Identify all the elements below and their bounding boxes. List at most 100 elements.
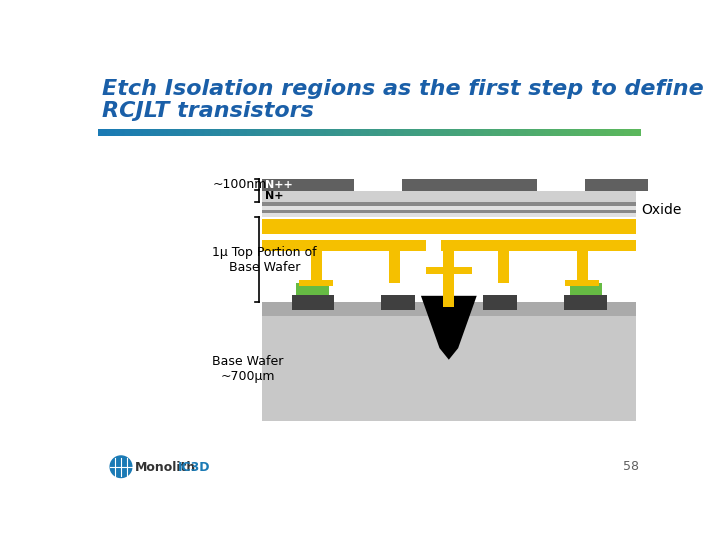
Bar [400, 130, 402, 136]
Bar [372, 130, 374, 136]
Bar [264, 130, 266, 136]
Bar [194, 130, 196, 136]
Bar [395, 130, 397, 136]
Bar [438, 130, 440, 136]
Bar [565, 280, 599, 286]
Bar [341, 130, 342, 136]
Bar [528, 130, 529, 136]
Bar [453, 130, 455, 136]
Bar [578, 130, 580, 136]
Bar [213, 130, 215, 136]
Bar [380, 130, 382, 136]
Bar [498, 130, 500, 136]
Bar [508, 130, 509, 136]
Bar [357, 130, 359, 136]
Bar [439, 130, 441, 136]
Bar [566, 130, 567, 136]
Bar [225, 130, 227, 136]
Bar [183, 130, 185, 136]
Bar [636, 130, 638, 136]
Bar [457, 130, 459, 136]
Bar [362, 130, 364, 136]
Bar [606, 130, 608, 136]
Bar [474, 130, 475, 136]
Text: N++: N++ [265, 180, 293, 190]
Bar [396, 130, 398, 136]
Bar [442, 130, 444, 136]
Bar [227, 130, 228, 136]
Bar [425, 130, 426, 136]
Bar [595, 130, 597, 136]
Bar [444, 130, 446, 136]
Bar [166, 130, 167, 136]
Bar [462, 130, 464, 136]
Bar [126, 130, 128, 136]
Bar [98, 130, 99, 136]
Bar [241, 130, 243, 136]
Bar [555, 130, 557, 136]
Bar [289, 130, 291, 136]
Bar [171, 130, 173, 136]
Bar [543, 130, 544, 136]
Bar [426, 130, 428, 136]
Bar [187, 130, 189, 136]
Bar [506, 130, 508, 136]
Bar [259, 130, 261, 136]
Bar [197, 130, 199, 136]
Bar [269, 130, 271, 136]
Bar [618, 130, 621, 136]
Bar [335, 130, 337, 136]
Bar [313, 130, 315, 136]
Polygon shape [421, 296, 477, 360]
Bar [202, 130, 204, 136]
Bar [161, 130, 163, 136]
Bar [221, 130, 223, 136]
Bar [525, 130, 527, 136]
Bar [145, 130, 147, 136]
Bar [546, 130, 549, 136]
Bar [485, 130, 487, 136]
Bar [160, 130, 162, 136]
Bar [451, 130, 452, 136]
Bar [529, 130, 531, 136]
Bar [300, 280, 333, 286]
Bar [632, 130, 634, 136]
Bar [464, 130, 466, 136]
Bar [181, 130, 182, 136]
Bar [513, 130, 515, 136]
Bar [347, 130, 349, 136]
Bar [572, 130, 574, 136]
Bar [620, 130, 621, 136]
Bar [373, 130, 375, 136]
Bar [597, 130, 598, 136]
Bar [201, 130, 202, 136]
Bar [593, 130, 595, 136]
Bar [376, 130, 377, 136]
Bar [262, 206, 636, 210]
Bar [345, 130, 346, 136]
Bar [250, 130, 251, 136]
Bar [494, 130, 495, 136]
Bar [612, 130, 613, 136]
Bar [410, 130, 411, 136]
Bar [243, 130, 245, 136]
Bar [112, 130, 113, 136]
Text: Oxide: Oxide [641, 202, 681, 217]
Bar [623, 130, 624, 136]
Bar [170, 130, 171, 136]
Bar [441, 240, 636, 251]
Bar [300, 130, 302, 136]
Bar [359, 130, 361, 136]
Bar [562, 130, 563, 136]
Bar [522, 130, 524, 136]
Bar [338, 130, 340, 136]
Bar [635, 130, 636, 136]
Bar [184, 130, 186, 136]
Bar [399, 130, 400, 136]
Bar [583, 130, 585, 136]
Bar [247, 130, 248, 136]
Bar [521, 130, 523, 136]
Bar [305, 130, 307, 136]
Bar [557, 130, 559, 136]
Bar [539, 130, 540, 136]
